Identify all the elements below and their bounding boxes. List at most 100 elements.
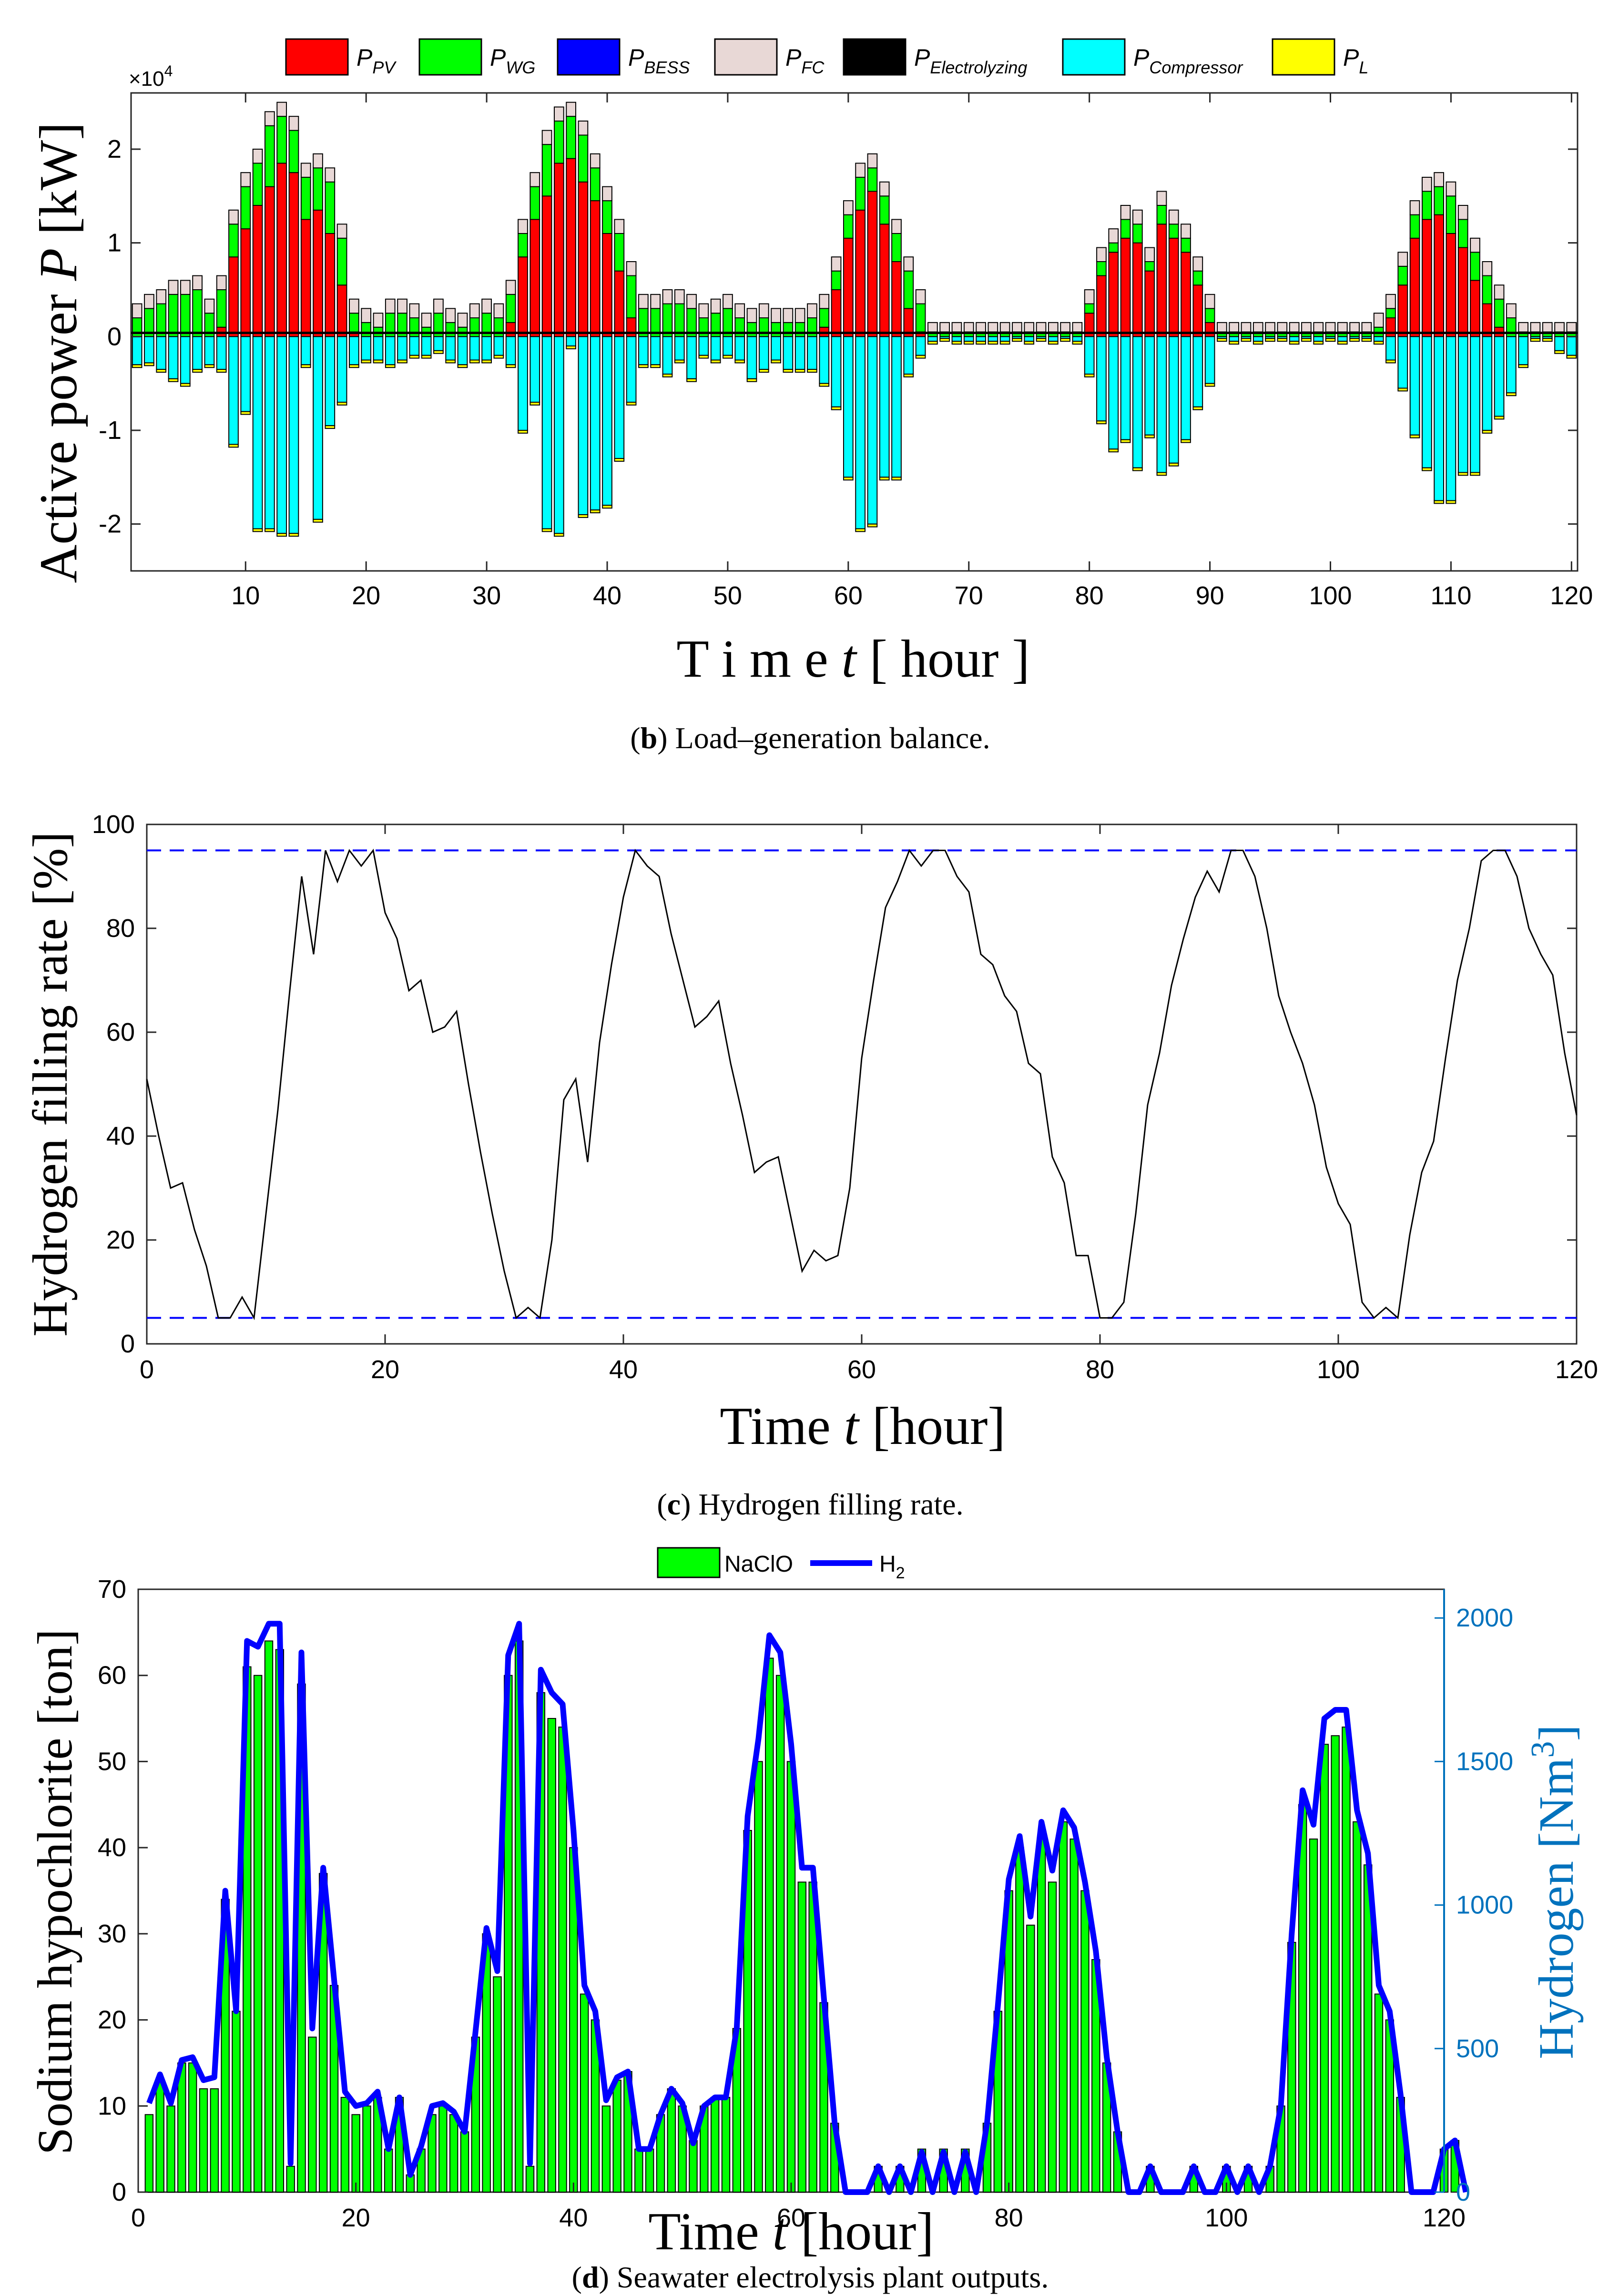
panel-b-bar-comp [1072, 336, 1083, 342]
panel-b-bar-comp [710, 336, 721, 361]
panel-b-legend-swatch-bess [557, 38, 621, 76]
panel-b-bar-pv [1397, 284, 1408, 337]
panel-b-bar-load [903, 374, 914, 377]
panel-b-bar-wg [1434, 186, 1445, 215]
panel-b-bar-pv [240, 228, 251, 337]
panel-b-bar-load [602, 505, 612, 509]
panel-b-bar-load [758, 369, 769, 373]
panel-b-bar-comp [264, 336, 275, 529]
panel-b-bar-comp [734, 336, 745, 361]
panel-d-y-tick-label: 70 [98, 1575, 126, 1604]
panel-b-bar-wg [915, 303, 926, 333]
panel-b-bar-fc [505, 280, 516, 295]
panel-d-naclo-bar [1015, 1847, 1024, 2193]
panel-b-bar-wg [879, 195, 890, 225]
panel-b-bar-pv [614, 270, 625, 337]
panel-b-legend-item-pv: PPV [285, 38, 397, 77]
panel-d-y2-tick-label: 1000 [1456, 1891, 1513, 1920]
panel-b-bar-pv [590, 200, 601, 337]
panel-b-bar-fc [951, 322, 962, 333]
panel-b-bar-fc [180, 280, 191, 295]
panel-b-x-axis-label: T i m e t [ hour ] [676, 630, 1029, 689]
panel-b-bar-fc [734, 303, 745, 318]
panel-d-naclo-bar [1374, 1993, 1384, 2193]
panel-b-bar-pv [276, 163, 287, 337]
panel-b-legend-label-bess: PBESS [628, 44, 690, 77]
panel-d-naclo-bar [210, 2088, 219, 2193]
panel-b-bar-comp [1144, 336, 1155, 436]
panel-b-load-generation-balance: PPV PWG PBESS PFC PElectrolyzing PCompressor P… [29, 38, 1593, 755]
panel-b-bar-load [168, 378, 179, 382]
panel-b-bar-comp [373, 336, 384, 361]
panel-b-bar-comp [1084, 336, 1095, 375]
panel-b-bar-fc [915, 289, 926, 305]
panel-b-bar-load [1518, 364, 1529, 368]
panel-b-bar-fc [132, 303, 143, 318]
panel-b-bar-comp [771, 336, 781, 361]
panel-b-bar-fc [1566, 322, 1577, 333]
panel-d-y2-tick-label: 500 [1456, 2034, 1499, 2063]
panel-b-y-axis-label: Active power P [kW] [29, 122, 88, 583]
panel-b-bar-fc [578, 121, 589, 136]
panel-b-bar-load [891, 477, 902, 481]
panel-d-naclo-bar [558, 1727, 567, 2193]
panel-d-naclo-bar [1342, 1727, 1351, 2193]
panel-d-naclo-bar [1353, 1821, 1362, 2193]
panel-b-bar-load [867, 523, 878, 528]
panel-b-bar-fc [1373, 313, 1384, 328]
panel-d-y-tick-label: 40 [98, 1833, 126, 1862]
panel-b-bar-fc [783, 308, 794, 323]
panel-b-bar-fc [879, 181, 890, 197]
panel-b-bar-load [1168, 462, 1179, 467]
panel-b-bar-load [493, 355, 504, 359]
panel-d-naclo-bar [765, 1657, 774, 2193]
panel-d-naclo-bar [775, 1675, 785, 2193]
panel-b-bar-comp [228, 336, 239, 445]
panel-b-exponent-label: ×104 [129, 62, 173, 91]
panel-b-bar-load [1434, 500, 1445, 504]
panel-c-y-tick-label: 60 [106, 1018, 135, 1046]
panel-b-bar-load [771, 359, 781, 364]
panel-b-bar-pv [1096, 275, 1107, 337]
panel-b-bar-comp [180, 336, 191, 384]
panel-b-bar-wg [614, 233, 625, 272]
panel-b-bar-comp [505, 336, 516, 366]
panel-b-bar-wg [349, 313, 359, 333]
panel-b-bar-comp [1566, 336, 1577, 356]
panel-b-bar-comp [1108, 336, 1119, 450]
panel-b-bar-fc [518, 219, 528, 234]
panel-b-bar-wg [336, 237, 347, 286]
panel-c-x-tick-label: 100 [1317, 1355, 1360, 1384]
panel-b-bar-comp [397, 336, 407, 361]
panel-b-bar-load [1470, 472, 1480, 476]
panel-b-bar-fc [1434, 172, 1445, 187]
panel-b-bar-load [843, 477, 854, 481]
panel-b-legend-item-el: PElectrolyzing [843, 38, 1027, 77]
panel-b-bar-fc [228, 209, 239, 225]
panel-b-bar-pv [1409, 237, 1420, 337]
panel-b-bar-pv [1181, 252, 1191, 337]
panel-b-bar-load [421, 355, 432, 359]
panel-b-bar-fc [1144, 247, 1155, 262]
panel-b-bar-load [915, 355, 926, 359]
panel-b-bar-fc [638, 294, 649, 309]
panel-b-bar-pv [1108, 252, 1119, 337]
panel-b-bar-fc [1060, 322, 1070, 333]
panel-b-bar-fc [421, 313, 432, 328]
panel-c-y-tick-label: 100 [92, 810, 135, 839]
panel-b-bar-comp [1096, 336, 1107, 422]
panel-b-bar-load [349, 364, 359, 368]
panel-b-bar-wg [445, 322, 456, 337]
panel-b-bar-comp [951, 336, 962, 342]
panel-c-x-axis-label: Time t [hour] [720, 1397, 1005, 1456]
panel-b-bar-load [794, 369, 805, 373]
panel-d-y2-tick-label: 0 [1456, 2178, 1470, 2206]
panel-b-bar-comp [1229, 336, 1240, 342]
panel-b-bar-fc [746, 308, 757, 323]
panel-b-bar-comp [421, 336, 432, 356]
panel-b-bar-load [1289, 341, 1300, 345]
panel-b-bar-wg [1385, 308, 1396, 318]
panel-b-bar-comp [723, 336, 733, 356]
panel-b-bar-fc [1337, 322, 1348, 333]
panel-b-bar-comp [963, 336, 974, 342]
